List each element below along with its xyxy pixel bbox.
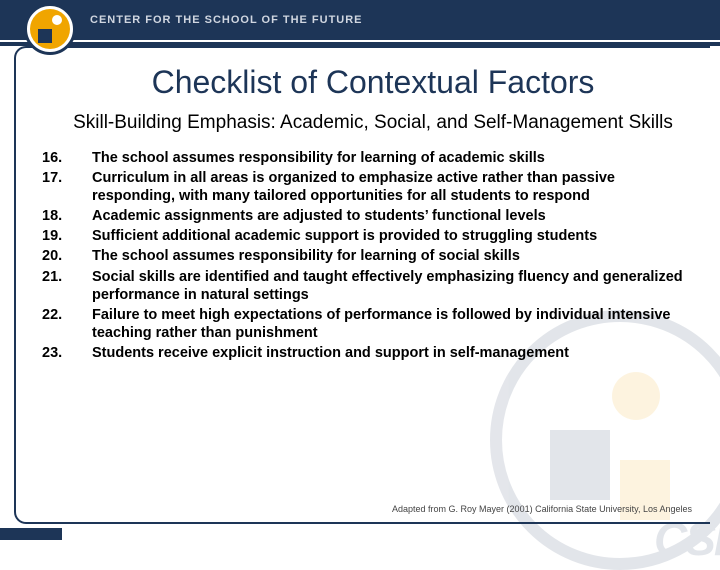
footer-accent (0, 528, 62, 540)
list-item-number: 20. (42, 247, 86, 265)
list-item-text: Students receive explicit instruction an… (92, 344, 700, 362)
logo-icon (30, 9, 70, 49)
list-item-number: 18. (42, 207, 86, 225)
org-title: CENTER FOR THE SCHOOL OF THE FUTURE (90, 14, 363, 26)
list-item-text: Social skills are identified and taught … (92, 268, 700, 304)
list-item-text: Failure to meet high expectations of per… (92, 306, 700, 342)
list-item-number: 19. (42, 227, 86, 245)
page-title: Checklist of Contextual Factors (42, 64, 704, 101)
checklist: 16. The school assumes responsibility fo… (42, 149, 704, 362)
header-divider-2 (0, 42, 720, 46)
logo-badge (24, 3, 76, 55)
list-item-number: 22. (42, 306, 86, 342)
list-item-number: 23. (42, 344, 86, 362)
list-item-number: 21. (42, 268, 86, 304)
header-bar: CENTER FOR THE SCHOOL OF THE FUTURE (0, 0, 720, 40)
list-item-text: The school assumes responsibility for le… (92, 149, 700, 167)
page-subtitle: Skill-Building Emphasis: Academic, Socia… (42, 111, 704, 135)
slide-card: Checklist of Contextual Factors Skill-Bu… (14, 46, 710, 524)
list-item-text: Curriculum in all areas is organized to … (92, 169, 700, 205)
list-item-text: Sufficient additional academic support i… (92, 227, 700, 245)
list-item-text: The school assumes responsibility for le… (92, 247, 700, 265)
list-item-text: Academic assignments are adjusted to stu… (92, 207, 700, 225)
attribution: Adapted from G. Roy Mayer (2001) Califor… (392, 504, 692, 514)
list-item-number: 16. (42, 149, 86, 167)
list-item-number: 17. (42, 169, 86, 205)
